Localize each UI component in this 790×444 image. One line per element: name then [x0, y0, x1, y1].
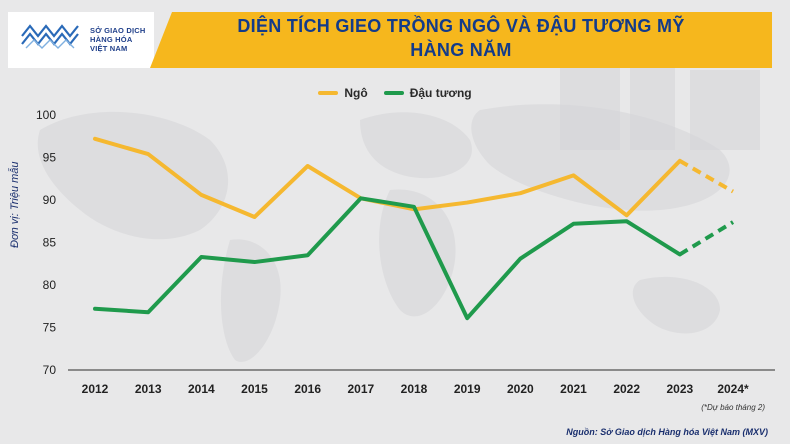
x-tick-label: 2015: [241, 382, 268, 396]
x-tick-label: 2016: [294, 382, 321, 396]
x-tick-label: 2023: [666, 382, 693, 396]
forecast-note: (*Dự báo tháng 2): [701, 403, 765, 412]
legend-label-corn: Ngô: [344, 86, 368, 100]
x-tick-label: 2017: [347, 382, 374, 396]
y-tick-label: 90: [43, 193, 57, 207]
y-tick-label: 75: [43, 321, 57, 335]
logo: [8, 12, 154, 68]
legend-item-corn: Ngô: [318, 86, 368, 100]
x-tick-label: 2018: [401, 382, 428, 396]
series-forecast-line-corn: [678, 159, 734, 194]
x-tick-label: 2019: [454, 382, 481, 396]
series-line-soybean: [93, 196, 682, 321]
exchange-logo-icon: [21, 24, 79, 49]
y-tick-label: 85: [43, 236, 57, 250]
header: SỞ GIAO DỊCH HÀNG HÓA VIỆT NAM DIỆN TÍCH…: [0, 0, 790, 80]
legend-swatch-corn: [318, 91, 339, 95]
series-forecast-line-soybean: [678, 220, 735, 257]
legend-label-soybean: Đậu tương: [409, 86, 472, 100]
source-note: Nguồn: Sở Giao dịch Hàng hóa Việt Nam (M…: [566, 427, 768, 437]
y-tick-label: 70: [43, 363, 57, 377]
y-tick-label: 100: [36, 108, 56, 122]
chart-title: DIỆN TÍCH GIEO TRỒNG NGÔ VÀ ĐẬU TƯƠNG MỸ…: [150, 14, 772, 62]
chart-title-line-1: DIỆN TÍCH GIEO TRỒNG NGÔ VÀ ĐẬU TƯƠNG MỸ: [237, 16, 685, 36]
x-tick-label: 2022: [613, 382, 640, 396]
x-tick-label: 2013: [135, 382, 162, 396]
chart-legend: Ngô Đậu tương: [0, 85, 790, 101]
x-tick-label: 2012: [82, 382, 109, 396]
x-tick-label: 2021: [560, 382, 587, 396]
logo-text-line-1: SỞ GIAO DỊCH: [90, 26, 146, 35]
x-tick-label: 2014: [188, 382, 215, 396]
series-line-corn: [93, 136, 682, 219]
legend-item-soybean: Đậu tương: [383, 86, 472, 100]
x-tick-label: 2024*: [717, 382, 749, 396]
logo-text-line-3: VIỆT NAM: [90, 44, 128, 53]
x-tick-label: 2020: [507, 382, 534, 396]
logo-text-line-2: HÀNG HÓA: [90, 35, 133, 44]
chart-title-line-2: HÀNG NĂM: [410, 40, 512, 60]
legend-swatch-soybean: [383, 91, 404, 95]
y-tick-label: 95: [43, 151, 57, 165]
title-banner: [150, 12, 772, 68]
y-tick-label: 80: [43, 278, 57, 292]
